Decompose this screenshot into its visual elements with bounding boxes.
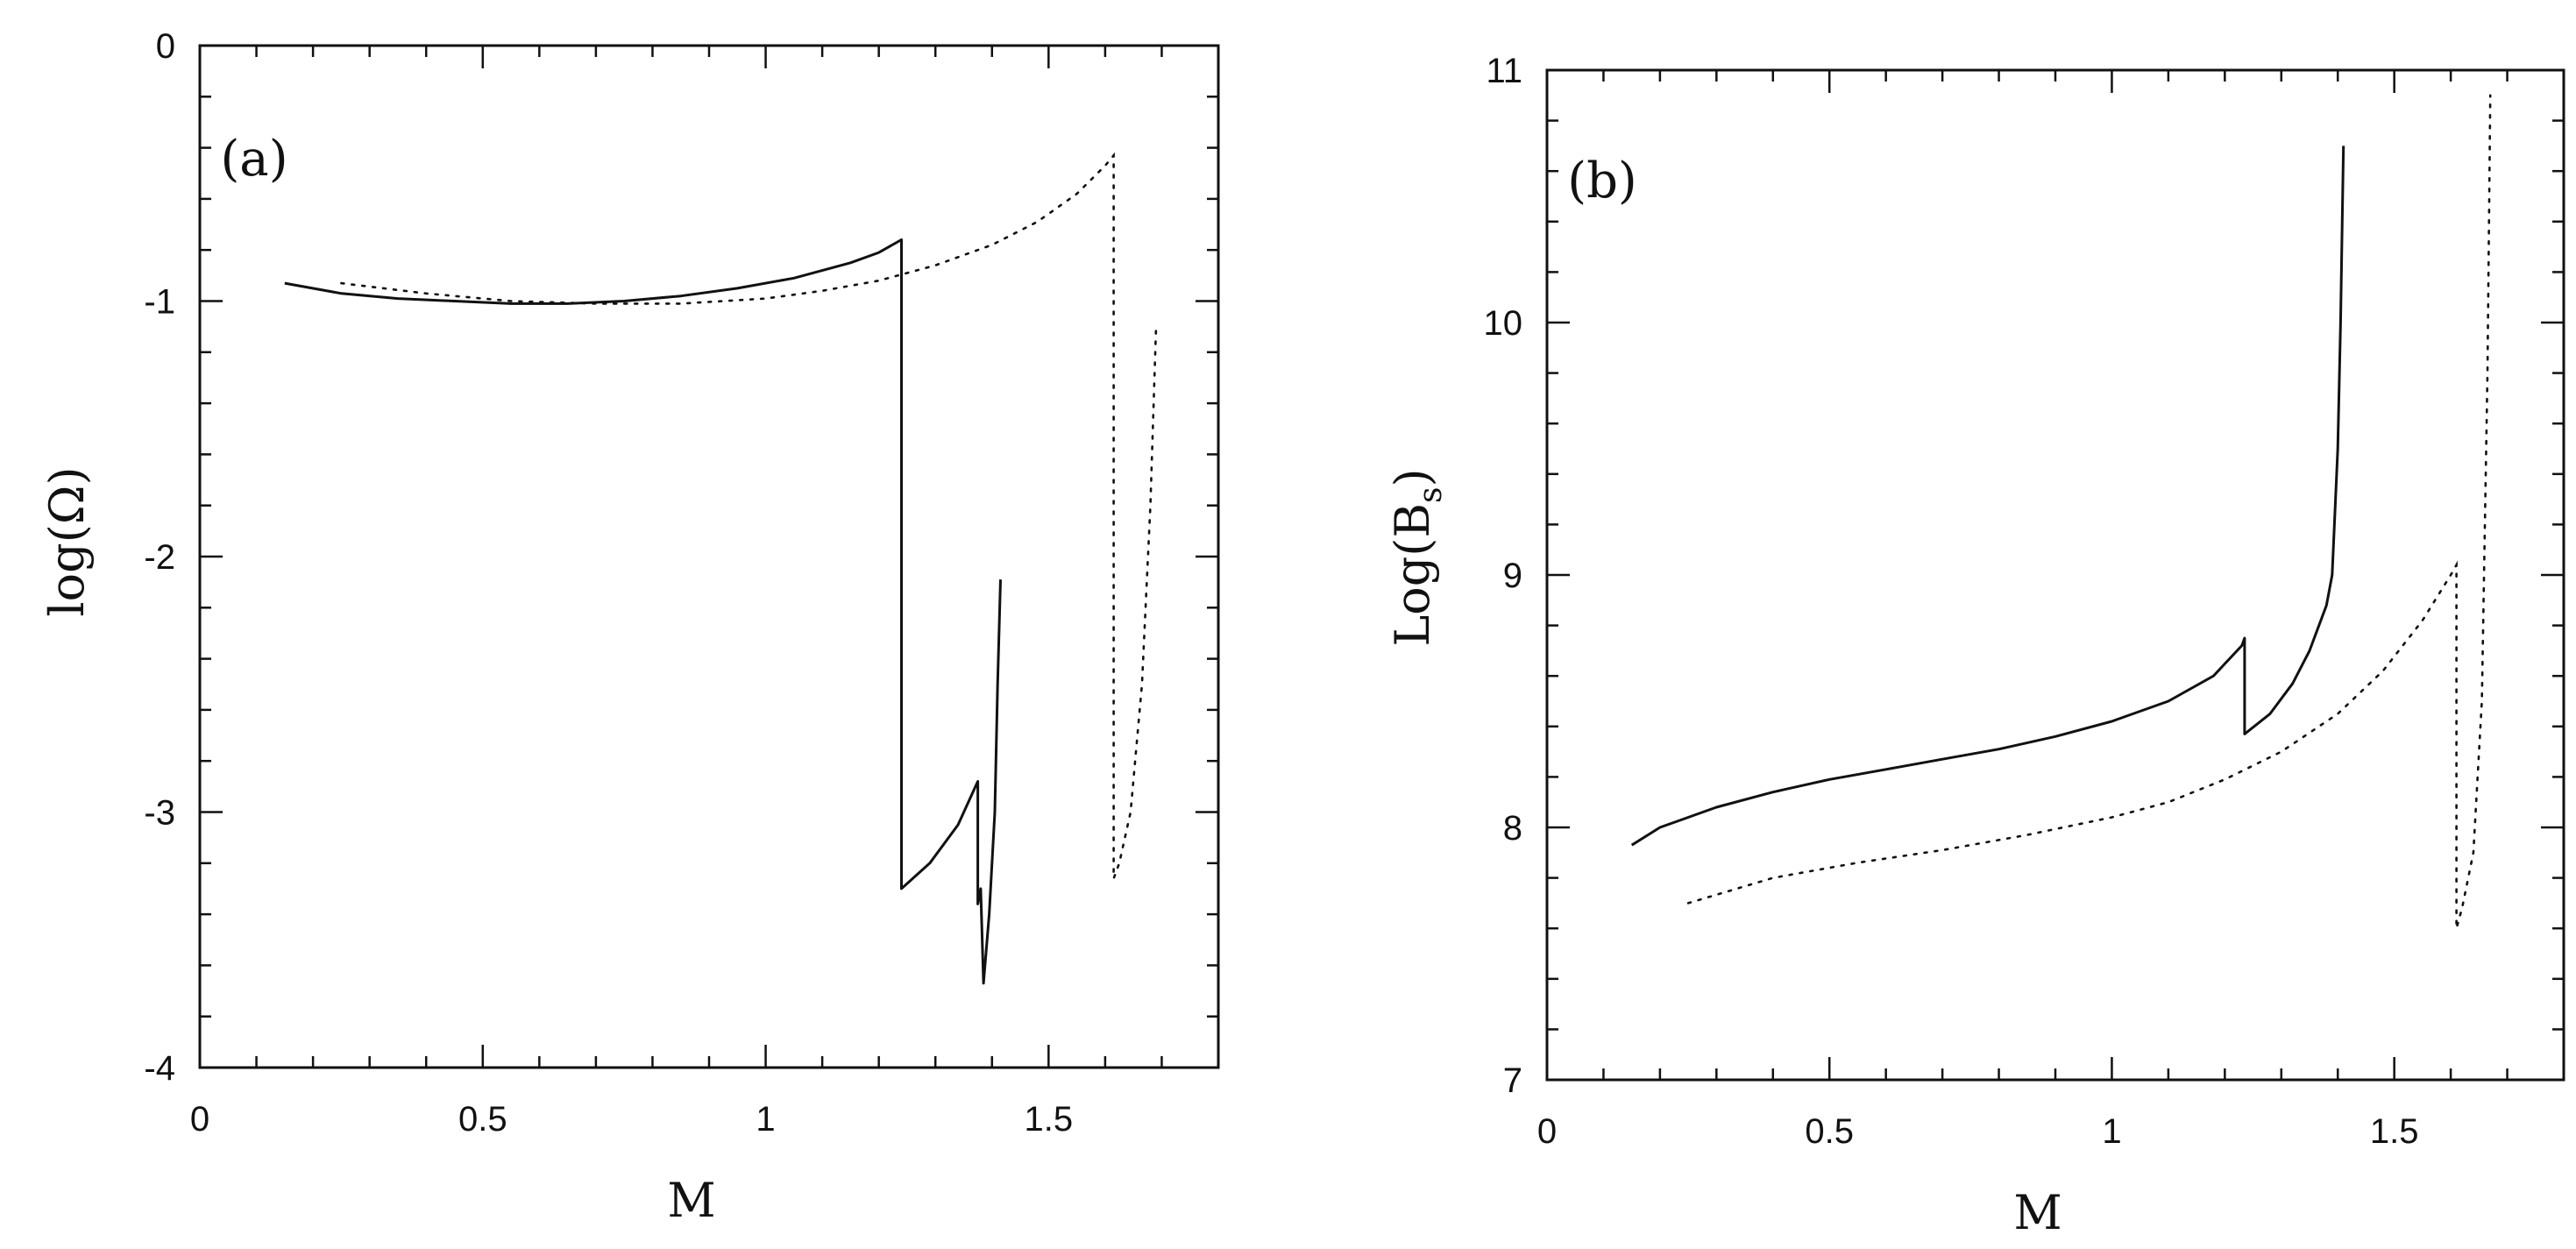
chart0-x-tick-label: 1.5 — [1025, 1100, 1074, 1139]
chart0-y-tick-label: 0 — [156, 27, 175, 66]
chart0-y-tick-label: -1 — [144, 283, 175, 322]
chart1-series-dotted-line — [1686, 94, 2492, 929]
chart0-y-tick-label: -4 — [144, 1049, 175, 1088]
chart1-y-tick-label: 8 — [1503, 809, 1522, 848]
chart1-x-tick-label: 1 — [2102, 1112, 2121, 1151]
chart0-y-axis-title: log(Ω) — [39, 466, 95, 616]
chart0-y-tick-label: -2 — [144, 538, 175, 577]
chart1-plot-frame — [1545, 68, 2565, 1082]
chart1-y-tick-label: 10 — [1484, 304, 1523, 343]
chart0-y-tick-label: -3 — [144, 794, 175, 833]
chart1-y-axis-title: Log(Bs) — [1385, 468, 1449, 646]
chart0-panel-label: (a) — [220, 131, 287, 188]
chart1-y-tick-label: 9 — [1503, 557, 1522, 595]
chart0-x-axis-title: M — [667, 1173, 715, 1228]
chart1-x-tick-label: 0 — [1537, 1112, 1557, 1151]
chart1-panel-label: (b) — [1567, 153, 1637, 209]
chart0-x-tick-label: 1 — [756, 1100, 775, 1139]
chart1-y-tick-label: 7 — [1503, 1061, 1522, 1100]
panel-b: 0 0.5 1 1.5 7 8 9 10 11 M Log(Bs) (b) — [1385, 52, 2565, 1240]
chart1-x-axis-title: M — [2013, 1185, 2062, 1240]
chart1-x-tick-label: 0.5 — [1805, 1112, 1854, 1151]
chart0-x-tick-label: 0.5 — [458, 1100, 507, 1139]
chart1-x-tick-label: 1.5 — [2370, 1112, 2419, 1151]
chart0-x-tick-label: 0 — [190, 1100, 209, 1139]
chart1-series-solid-line — [1630, 145, 2345, 847]
chart1-y-tick-label: 11 — [1486, 52, 1522, 90]
chart0-series-solid-line — [284, 238, 1002, 985]
chart0-plot-frame — [198, 44, 1220, 1069]
chart0-series-dotted-line — [340, 152, 1158, 879]
